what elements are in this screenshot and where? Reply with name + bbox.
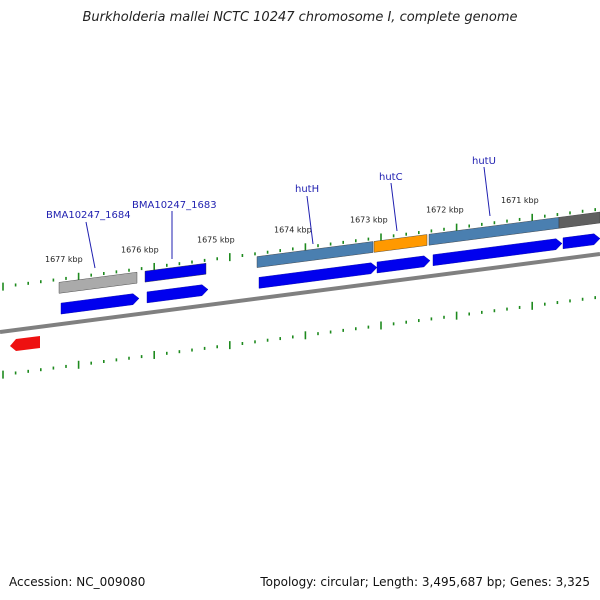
scale-tick-label: 1673 kbp xyxy=(350,216,388,225)
gene-label-leader xyxy=(483,166,491,217)
cds-arrow[interactable] xyxy=(432,238,563,266)
rna-feature[interactable] xyxy=(10,336,40,351)
gene-bma10247-1684[interactable] xyxy=(58,271,138,294)
scale-tick-label: 1674 kbp xyxy=(274,225,312,234)
gene-label[interactable]: hutU xyxy=(472,156,496,167)
gene-next[interactable] xyxy=(558,211,600,229)
cds-arrow[interactable] xyxy=(146,284,209,304)
cds-arrow[interactable] xyxy=(376,255,431,274)
scale-tick-label: 1677 kbp xyxy=(45,255,83,264)
cds-arrow[interactable] xyxy=(60,293,140,315)
scale-tick-label: 1672 kbp xyxy=(426,206,464,215)
gene-huth[interactable] xyxy=(256,241,374,268)
scale-tick-label: 1675 kbp xyxy=(197,235,235,244)
cds-arrow[interactable] xyxy=(258,262,378,289)
gene-label-leader xyxy=(390,182,398,232)
gene-label[interactable]: BMA10247_1684 xyxy=(46,210,131,221)
gene-label[interactable]: BMA10247_1683 xyxy=(132,200,217,211)
gene-label-leader xyxy=(85,221,96,269)
gene-bma10247-1683[interactable] xyxy=(144,262,207,283)
genome-summary-text: Topology: circular; Length: 3,495,687 bp… xyxy=(260,575,590,589)
gene-hutc[interactable] xyxy=(373,234,428,253)
genome-backbone xyxy=(0,252,600,334)
map-title: Burkholderia mallei NCTC 10247 chromosom… xyxy=(82,10,518,25)
scale-tick-label: 1676 kbp xyxy=(121,245,159,254)
cds-arrow[interactable] xyxy=(562,233,600,250)
scale-tick-label: 1671 kbp xyxy=(501,196,539,205)
gene-label[interactable]: hutH xyxy=(295,184,319,195)
gene-label[interactable]: hutC xyxy=(379,172,403,183)
accession-text: Accession: NC_009080 xyxy=(9,575,146,589)
gene-label-leader xyxy=(306,195,314,245)
